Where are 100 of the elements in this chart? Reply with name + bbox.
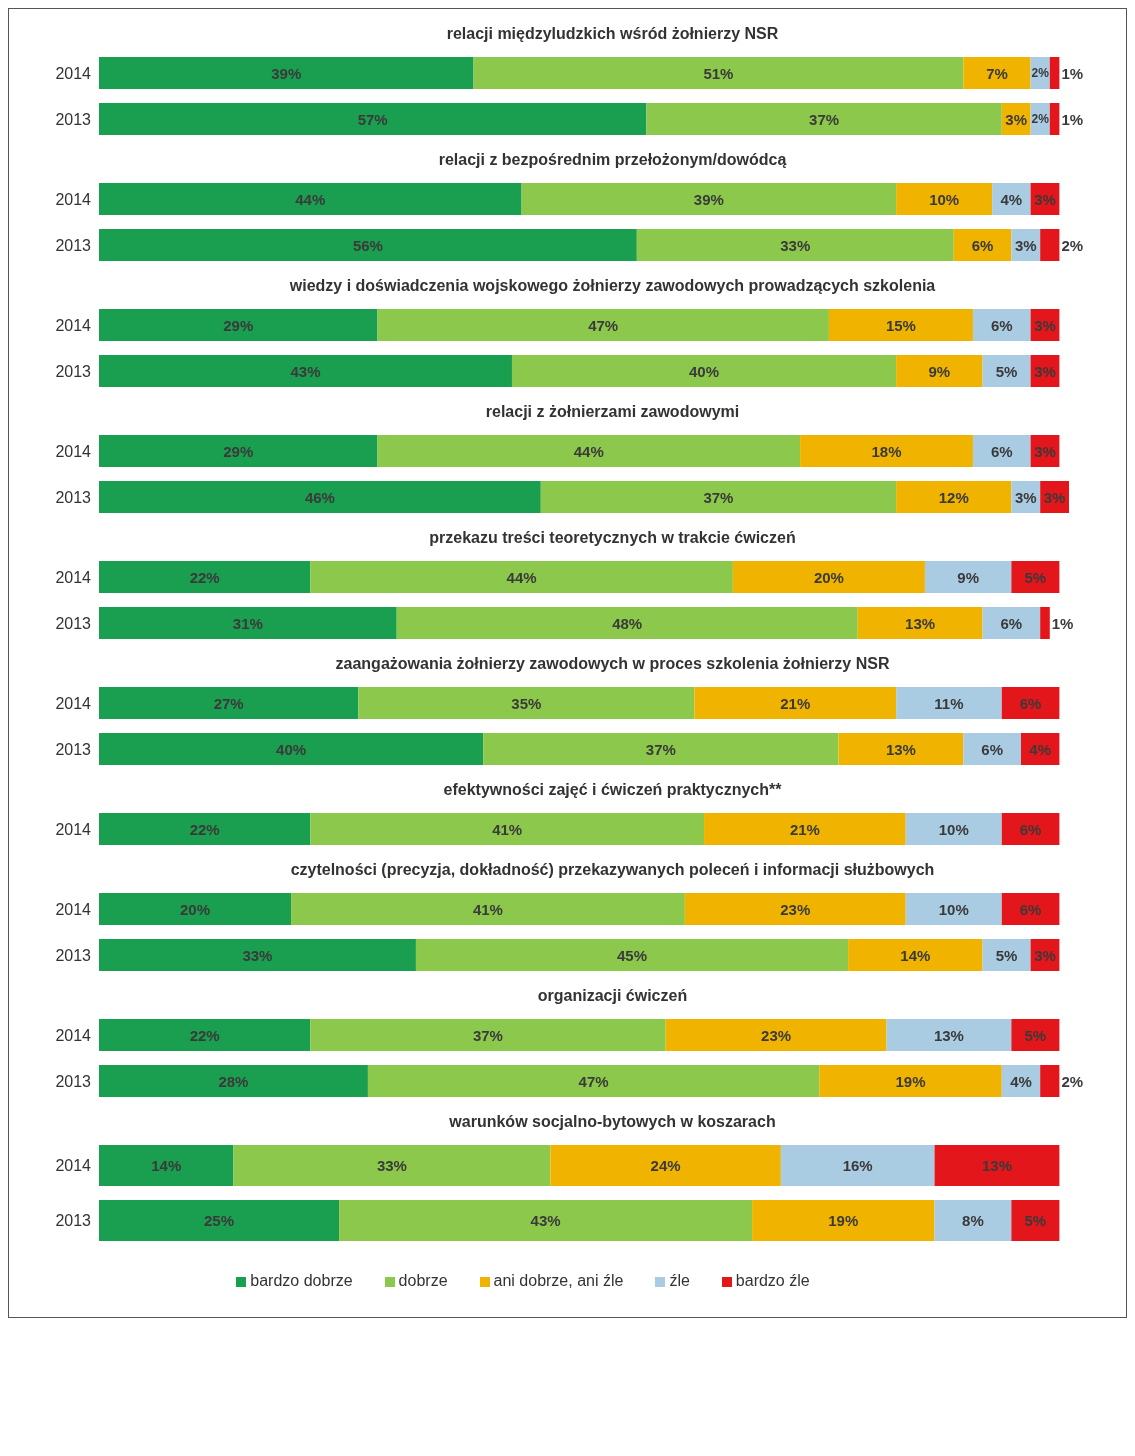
data-label: 15% — [885, 316, 916, 334]
bar — [963, 733, 1021, 765]
y-tick-label: 2013 — [55, 1212, 92, 1230]
y-tick-label: 2013 — [55, 1072, 92, 1090]
y-tick-label: 2014 — [55, 900, 92, 918]
data-label: 29% — [223, 316, 254, 334]
data-label: 10% — [929, 190, 960, 208]
bar — [99, 355, 512, 387]
bar — [99, 57, 474, 89]
data-label: 57% — [357, 110, 388, 128]
data-label: 6% — [971, 236, 994, 254]
chart-title: wiedzy i doświadczenia wojskowego żołnierzy zawodowych prowadzących szkolenia — [288, 277, 937, 295]
data-label: 4% — [1029, 740, 1052, 758]
data-label: 19% — [828, 1212, 859, 1229]
data-label: 43% — [530, 1212, 561, 1229]
chart-title: zaangażowania żołnierzy zawodowych w proces szkolenia żołnierzy NSR — [334, 655, 891, 673]
bar — [684, 893, 906, 925]
bar — [291, 893, 685, 925]
y-tick-label: 2014 — [55, 694, 92, 712]
data-label: 18% — [871, 442, 902, 460]
data-label: 13% — [905, 614, 936, 632]
bar — [924, 561, 1012, 593]
bar — [1011, 1200, 1060, 1241]
bar — [415, 939, 849, 971]
data-label: 24% — [650, 1157, 681, 1174]
data-label: 40% — [276, 740, 307, 758]
bar — [1040, 1065, 1060, 1097]
y-tick-label: 2013 — [55, 110, 92, 128]
bar — [752, 1200, 935, 1241]
data-label: 5% — [1024, 1026, 1047, 1044]
bar — [1001, 893, 1060, 925]
bar — [310, 813, 705, 845]
data-label: 56% — [352, 236, 383, 254]
legend-label: źle — [669, 1272, 690, 1289]
legend-label: ani dobrze, ani źle — [493, 1272, 624, 1289]
y-tick-label: 2014 — [55, 568, 92, 586]
chart-title: czytelności (precyzja, dokładność) przekazywanych poleceń i informacji służbowych — [289, 861, 936, 879]
bar — [848, 939, 983, 971]
data-label: 13% — [981, 1157, 1012, 1174]
y-tick-label: 2013 — [55, 946, 92, 964]
bar — [99, 733, 484, 765]
chart-title: relacji z żołnierzami zawodowymi — [484, 403, 741, 421]
data-label: 41% — [492, 820, 523, 838]
bar — [934, 1200, 1012, 1241]
data-label: 43% — [290, 362, 321, 380]
data-label: 3% — [1014, 488, 1037, 506]
bar — [99, 687, 359, 719]
bar — [473, 57, 964, 89]
bar — [99, 229, 637, 261]
data-label: 35% — [511, 694, 542, 712]
y-tick-label: 2013 — [55, 740, 92, 758]
data-label: 37% — [809, 110, 840, 128]
bar — [953, 229, 1012, 261]
bar — [934, 1145, 1060, 1186]
data-label: 4% — [1000, 190, 1023, 208]
data-label: 9% — [957, 568, 979, 586]
bar — [694, 687, 897, 719]
bar — [1011, 1019, 1060, 1051]
data-label: 23% — [761, 1026, 792, 1044]
bar — [1040, 229, 1060, 261]
data-label: 25% — [204, 1212, 235, 1229]
bar — [377, 309, 829, 341]
data-label: 16% — [842, 1157, 873, 1174]
data-label: 5% — [1024, 568, 1047, 586]
bar — [99, 1019, 311, 1051]
data-label: 44% — [295, 190, 326, 208]
data-label: 23% — [780, 900, 811, 918]
data-label: 6% — [990, 442, 1013, 460]
bar — [550, 1145, 781, 1186]
bar — [99, 309, 378, 341]
bar — [310, 1019, 666, 1051]
chart-title: organizacji ćwiczeń — [536, 987, 689, 1005]
bar — [99, 561, 311, 593]
data-label: 3% — [1014, 236, 1037, 254]
data-label: 1% — [1061, 110, 1084, 128]
bar — [963, 57, 1031, 89]
data-label: 27% — [213, 694, 244, 712]
chart-title: efektywności zajęć i ćwiczeń praktycznych** — [442, 781, 783, 799]
data-label: 47% — [588, 316, 619, 334]
chart-title: przekazu treści teoretycznych w trakcie ćwiczeń — [428, 529, 797, 547]
data-label: 37% — [645, 740, 676, 758]
data-label: 2% — [1061, 236, 1084, 254]
y-tick-label: 2013 — [55, 236, 92, 254]
data-label: 6% — [1000, 614, 1023, 632]
data-label: 2% — [1061, 1072, 1084, 1090]
data-label: 33% — [242, 946, 273, 964]
data-label: 12% — [938, 488, 969, 506]
bar — [99, 1200, 340, 1241]
bar — [1001, 687, 1060, 719]
bar — [1040, 607, 1050, 639]
bar — [896, 183, 993, 215]
bar — [780, 1145, 935, 1186]
data-label: 41% — [472, 900, 503, 918]
data-label: 11% — [934, 694, 964, 712]
bar — [636, 229, 954, 261]
bar — [800, 435, 973, 467]
bar — [646, 103, 1002, 135]
y-tick-label: 2013 — [55, 362, 92, 380]
bar — [838, 733, 964, 765]
legend-label: dobrze — [398, 1272, 448, 1289]
